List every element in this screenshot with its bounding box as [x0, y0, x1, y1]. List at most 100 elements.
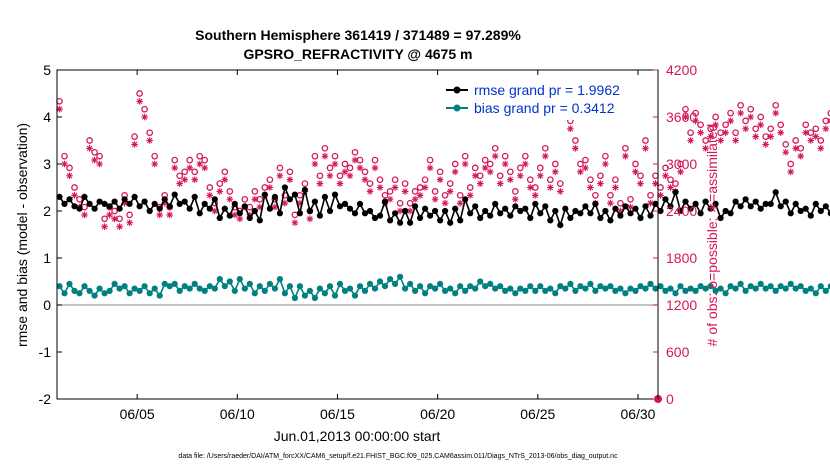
- bias-point: [266, 280, 273, 287]
- bias-point: [331, 292, 339, 299]
- rmse-point: [156, 205, 163, 212]
- obs-assimilated-point: [772, 109, 779, 117]
- bias-point: [311, 294, 318, 302]
- rmse-point: [76, 205, 83, 212]
- bias-point: [552, 290, 559, 297]
- obs-assimilated-point: [476, 180, 484, 187]
- rmse-point: [702, 198, 709, 205]
- footer-data-file: data file: /Users/raeder/DAI/ATM_forcXX/…: [178, 453, 618, 460]
- obs-possible-point: [451, 160, 459, 168]
- rmse-point: [717, 214, 724, 222]
- bias-point: [86, 287, 93, 294]
- bias-point: [71, 287, 78, 294]
- rmse-point: [116, 205, 123, 212]
- bias-point: [557, 283, 564, 290]
- obs-possible-point: [772, 101, 780, 109]
- obs-possible-point: [216, 180, 224, 187]
- obs-assimilated-point: [567, 125, 574, 133]
- rmse-point: [807, 212, 814, 219]
- rmse-point: [752, 198, 759, 205]
- rmse-series: [56, 184, 830, 229]
- bias-point: [141, 283, 148, 290]
- obs-assimilated-point: [521, 160, 529, 168]
- bias-point: [737, 280, 744, 287]
- rmse-point: [181, 198, 188, 205]
- obs-possible-point: [827, 109, 830, 117]
- obs-possible-point: [396, 199, 404, 207]
- obs-possible-point: [361, 168, 369, 176]
- bias-point: [392, 280, 399, 287]
- bias-point: [662, 287, 669, 294]
- x-tick-label: 06/25: [520, 406, 555, 422]
- obs-assimilated-point: [176, 180, 184, 187]
- bias-point: [567, 280, 574, 287]
- legend-bias-label: bias grand pr = 0.3412: [474, 100, 615, 116]
- obs-possible-point: [376, 176, 384, 184]
- y-right-tick-label: 3600: [666, 109, 697, 125]
- rmse-point: [597, 214, 604, 222]
- obs-assimilated-point: [622, 152, 629, 160]
- bias-point: [111, 280, 118, 287]
- obs-assimilated-point: [757, 121, 764, 129]
- obs-possible-point: [431, 188, 439, 195]
- obs-assimilated-point: [336, 180, 344, 187]
- obs-assimilated-point: [602, 160, 609, 168]
- obs-assimilated-point: [306, 215, 314, 223]
- obs-assimilated-point: [787, 168, 795, 176]
- obs-assimilated-point: [206, 192, 214, 199]
- obs-possible-point: [241, 195, 249, 203]
- obs-possible-point: [521, 152, 529, 160]
- rmse-point: [402, 207, 409, 215]
- bias-point: [171, 280, 178, 287]
- rmse-point: [512, 203, 519, 210]
- bias-point: [532, 287, 539, 294]
- rmse-point: [722, 207, 729, 215]
- obs-possible-point: [682, 105, 689, 113]
- bias-point: [492, 285, 499, 292]
- bias-point: [176, 287, 183, 294]
- obs-assimilated-point: [486, 168, 494, 176]
- rmse-point: [316, 212, 323, 219]
- bias-point: [802, 287, 809, 294]
- obs-assimilated-point: [516, 172, 524, 180]
- legend-bias-marker: [453, 104, 461, 112]
- rmse-point: [582, 203, 589, 210]
- obs-possible-point: [436, 168, 444, 176]
- bias-point: [306, 287, 313, 294]
- rmse-point: [777, 203, 784, 210]
- obs-assimilated-point: [446, 188, 454, 195]
- obs-assimilated-point: [506, 176, 514, 183]
- rmse-point: [306, 207, 313, 215]
- y-left-tick-label: 2: [43, 203, 51, 219]
- obs-assimilated-point: [742, 125, 749, 133]
- bias-point: [96, 285, 103, 292]
- rmse-point: [281, 184, 288, 191]
- bias-point: [76, 290, 83, 297]
- bias-point: [326, 283, 334, 290]
- rmse-point: [226, 212, 233, 219]
- y-right-axis-label: # of obs: o=possible; ∗=assimilated: [704, 124, 720, 347]
- obs-possible-point: [627, 195, 634, 203]
- bias-point: [812, 290, 819, 297]
- rmse-point: [371, 214, 379, 222]
- x-tick-label: 06/10: [220, 406, 255, 422]
- rmse-point: [762, 200, 769, 207]
- obs-assimilated-point: [471, 172, 479, 180]
- obs-assimilated-point: [391, 184, 399, 191]
- rmse-point: [221, 205, 228, 212]
- plot-area: [57, 70, 658, 399]
- bias-point: [477, 278, 484, 285]
- obs-assimilated-point: [331, 160, 339, 168]
- rmse-point: [422, 205, 429, 212]
- obs-assimilated-point: [466, 192, 474, 199]
- obs-possible-point: [551, 160, 559, 168]
- obs-assimilated-point: [296, 199, 304, 207]
- bias-point: [667, 285, 674, 292]
- rmse-point: [827, 210, 830, 217]
- bias-point: [507, 285, 514, 292]
- bias-point: [777, 283, 784, 290]
- obs-possible-point: [421, 176, 429, 184]
- bias-point: [707, 283, 714, 290]
- obs-assimilated-point: [697, 129, 704, 136]
- bias-point: [677, 283, 684, 290]
